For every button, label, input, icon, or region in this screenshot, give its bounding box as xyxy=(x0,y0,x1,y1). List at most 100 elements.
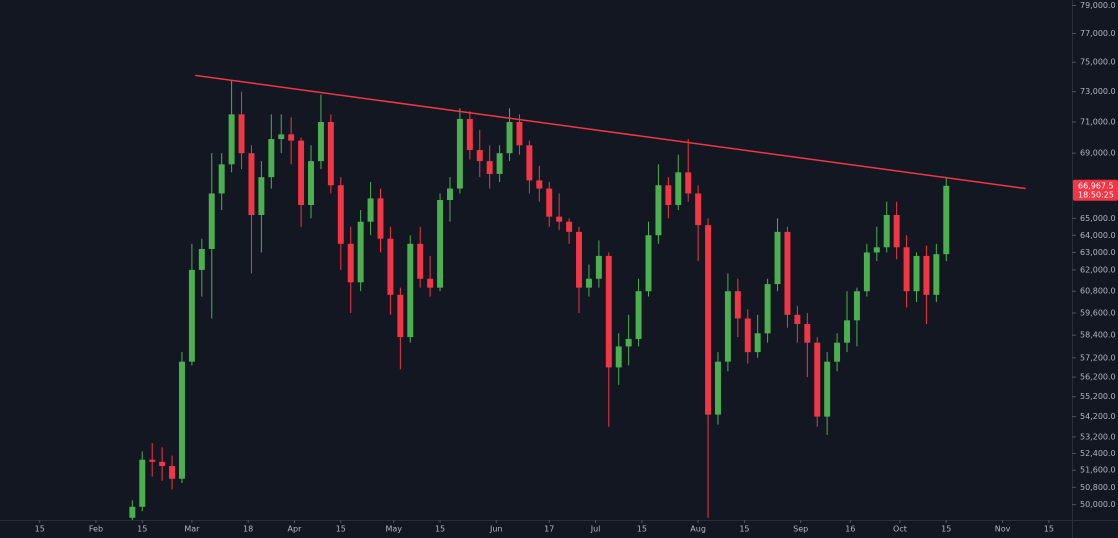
candle-body xyxy=(625,338,632,347)
candle-body xyxy=(317,122,324,162)
candle-body xyxy=(764,284,771,334)
y-tick-label: 71,000.0 xyxy=(1080,118,1116,127)
candle-body xyxy=(546,188,553,217)
x-tick-label: 18 xyxy=(243,525,253,534)
countdown-label: 18:50:25 xyxy=(1078,190,1114,199)
candle-body xyxy=(218,164,225,194)
candle-body xyxy=(714,361,721,415)
candle-body xyxy=(169,466,176,479)
candle-body xyxy=(288,134,295,141)
x-tick-label: 15 xyxy=(637,525,647,534)
candle-body xyxy=(437,200,444,288)
y-tick-label: 53,200.0 xyxy=(1080,432,1116,441)
candle-body xyxy=(873,247,880,253)
x-tick-label: 17 xyxy=(544,525,554,534)
candle-body xyxy=(337,185,344,244)
candle-body xyxy=(863,252,870,292)
candle-body xyxy=(397,294,404,338)
candle-body xyxy=(536,180,543,189)
candle-body xyxy=(585,278,592,288)
y-tick-label: 56,200.0 xyxy=(1080,373,1116,382)
candle-body xyxy=(933,254,940,295)
y-tick-label: 63,000.0 xyxy=(1080,248,1116,257)
candle-body xyxy=(913,255,920,292)
x-tick-label: Apr xyxy=(288,525,303,534)
candle-body xyxy=(595,255,602,279)
candle-body xyxy=(208,193,215,249)
y-tick-label: 69,000.0 xyxy=(1080,149,1116,158)
candle-body xyxy=(238,114,245,154)
candle-body xyxy=(774,231,781,285)
y-tick-label: 58,400.0 xyxy=(1080,331,1116,340)
candle-body xyxy=(506,122,513,154)
candle-body xyxy=(784,231,791,315)
candle-body xyxy=(258,177,265,215)
candle-body xyxy=(159,461,166,467)
x-tick-label: 16 xyxy=(845,525,855,534)
candle-body xyxy=(308,161,314,205)
x-tick-label: Sep xyxy=(793,525,808,534)
y-tick-label: 79,000.0 xyxy=(1080,1,1116,10)
candle-body xyxy=(853,291,860,321)
candle-body xyxy=(943,185,950,255)
candle-body xyxy=(486,161,493,174)
x-tick-label: 15 xyxy=(336,525,346,534)
candle-body xyxy=(635,291,642,339)
last-price-label: 66,967.5 xyxy=(1078,181,1114,190)
y-tick-label: 55,200.0 xyxy=(1080,392,1116,401)
candle-body xyxy=(347,243,354,283)
candle-body xyxy=(754,333,761,353)
last-price-marker xyxy=(1073,179,1118,201)
x-tick-label: 15 xyxy=(1044,525,1054,534)
y-tick-label: 64,000.0 xyxy=(1080,231,1116,240)
candle-body xyxy=(814,342,821,417)
y-tick-label: 52,400.0 xyxy=(1080,449,1116,458)
candle-body xyxy=(804,324,811,343)
candle-body xyxy=(198,248,205,270)
x-tick-label: Nov xyxy=(995,525,1011,534)
x-tick-label: 15 xyxy=(35,525,45,534)
candle-body xyxy=(178,361,185,479)
candle-body xyxy=(824,361,831,417)
y-tick-label: 73,000.0 xyxy=(1080,87,1116,96)
candle-body xyxy=(357,221,364,283)
candle-body xyxy=(576,231,582,288)
x-tick-label: Jul xyxy=(590,525,601,534)
x-tick-label: Feb xyxy=(89,525,103,534)
candle-body xyxy=(526,145,533,181)
candle-body xyxy=(724,291,731,362)
x-tick-label: Aug xyxy=(690,525,706,534)
axes: 79,000.0 77,000.0 75,000.0 73,000.0 71,000.0… xyxy=(35,1,1118,534)
candle-body xyxy=(496,153,503,174)
candle-body xyxy=(566,221,573,232)
candle-body xyxy=(387,238,394,295)
candle-body xyxy=(615,346,622,368)
y-tick-label: 59,600.0 xyxy=(1080,308,1116,317)
y-tick-label: 50,800.0 xyxy=(1080,483,1116,492)
y-tick-label: 60,800.0 xyxy=(1080,287,1116,296)
y-tick-label: 77,000.0 xyxy=(1080,29,1116,38)
candle-body xyxy=(695,193,702,226)
candle-body xyxy=(377,198,384,239)
x-tick-label: Oct xyxy=(893,525,907,534)
y-tick-label: 57,200.0 xyxy=(1080,353,1116,362)
candle-body xyxy=(149,459,156,462)
candle-body xyxy=(427,278,434,288)
plot-area xyxy=(129,74,1026,520)
candle-body xyxy=(893,214,900,248)
x-tick-label: May xyxy=(385,525,402,534)
y-tick-label: 62,000.0 xyxy=(1080,265,1116,274)
candle-body xyxy=(744,318,751,353)
candle-body xyxy=(228,114,235,165)
candle-body xyxy=(407,243,414,338)
candle-body xyxy=(476,150,483,162)
candle-body xyxy=(188,269,195,362)
y-tick-label: 51,600.0 xyxy=(1080,466,1116,475)
candle-body xyxy=(556,216,563,222)
candle-body xyxy=(844,320,850,343)
candle-body xyxy=(367,198,374,222)
candle-body xyxy=(665,185,672,205)
x-tick-label: 15 xyxy=(739,525,749,534)
trendline xyxy=(195,74,1026,190)
